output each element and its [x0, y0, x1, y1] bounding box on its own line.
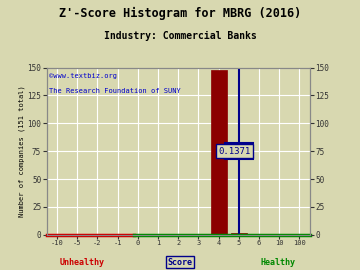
Bar: [190, 234, 207, 235]
Bar: [211, 70, 227, 235]
Text: Score: Score: [167, 258, 193, 266]
Y-axis label: Number of companies (151 total): Number of companies (151 total): [18, 85, 24, 217]
Text: Z'-Score Histogram for MBRG (2016): Z'-Score Histogram for MBRG (2016): [59, 7, 301, 20]
Text: Unhealthy: Unhealthy: [59, 258, 104, 266]
Text: Healthy: Healthy: [261, 258, 296, 266]
Text: 0.1371: 0.1371: [219, 147, 251, 156]
Bar: [231, 233, 247, 235]
Text: Industry: Commercial Banks: Industry: Commercial Banks: [104, 31, 256, 42]
Text: The Research Foundation of SUNY: The Research Foundation of SUNY: [49, 87, 181, 94]
Text: ©www.textbiz.org: ©www.textbiz.org: [49, 73, 117, 79]
